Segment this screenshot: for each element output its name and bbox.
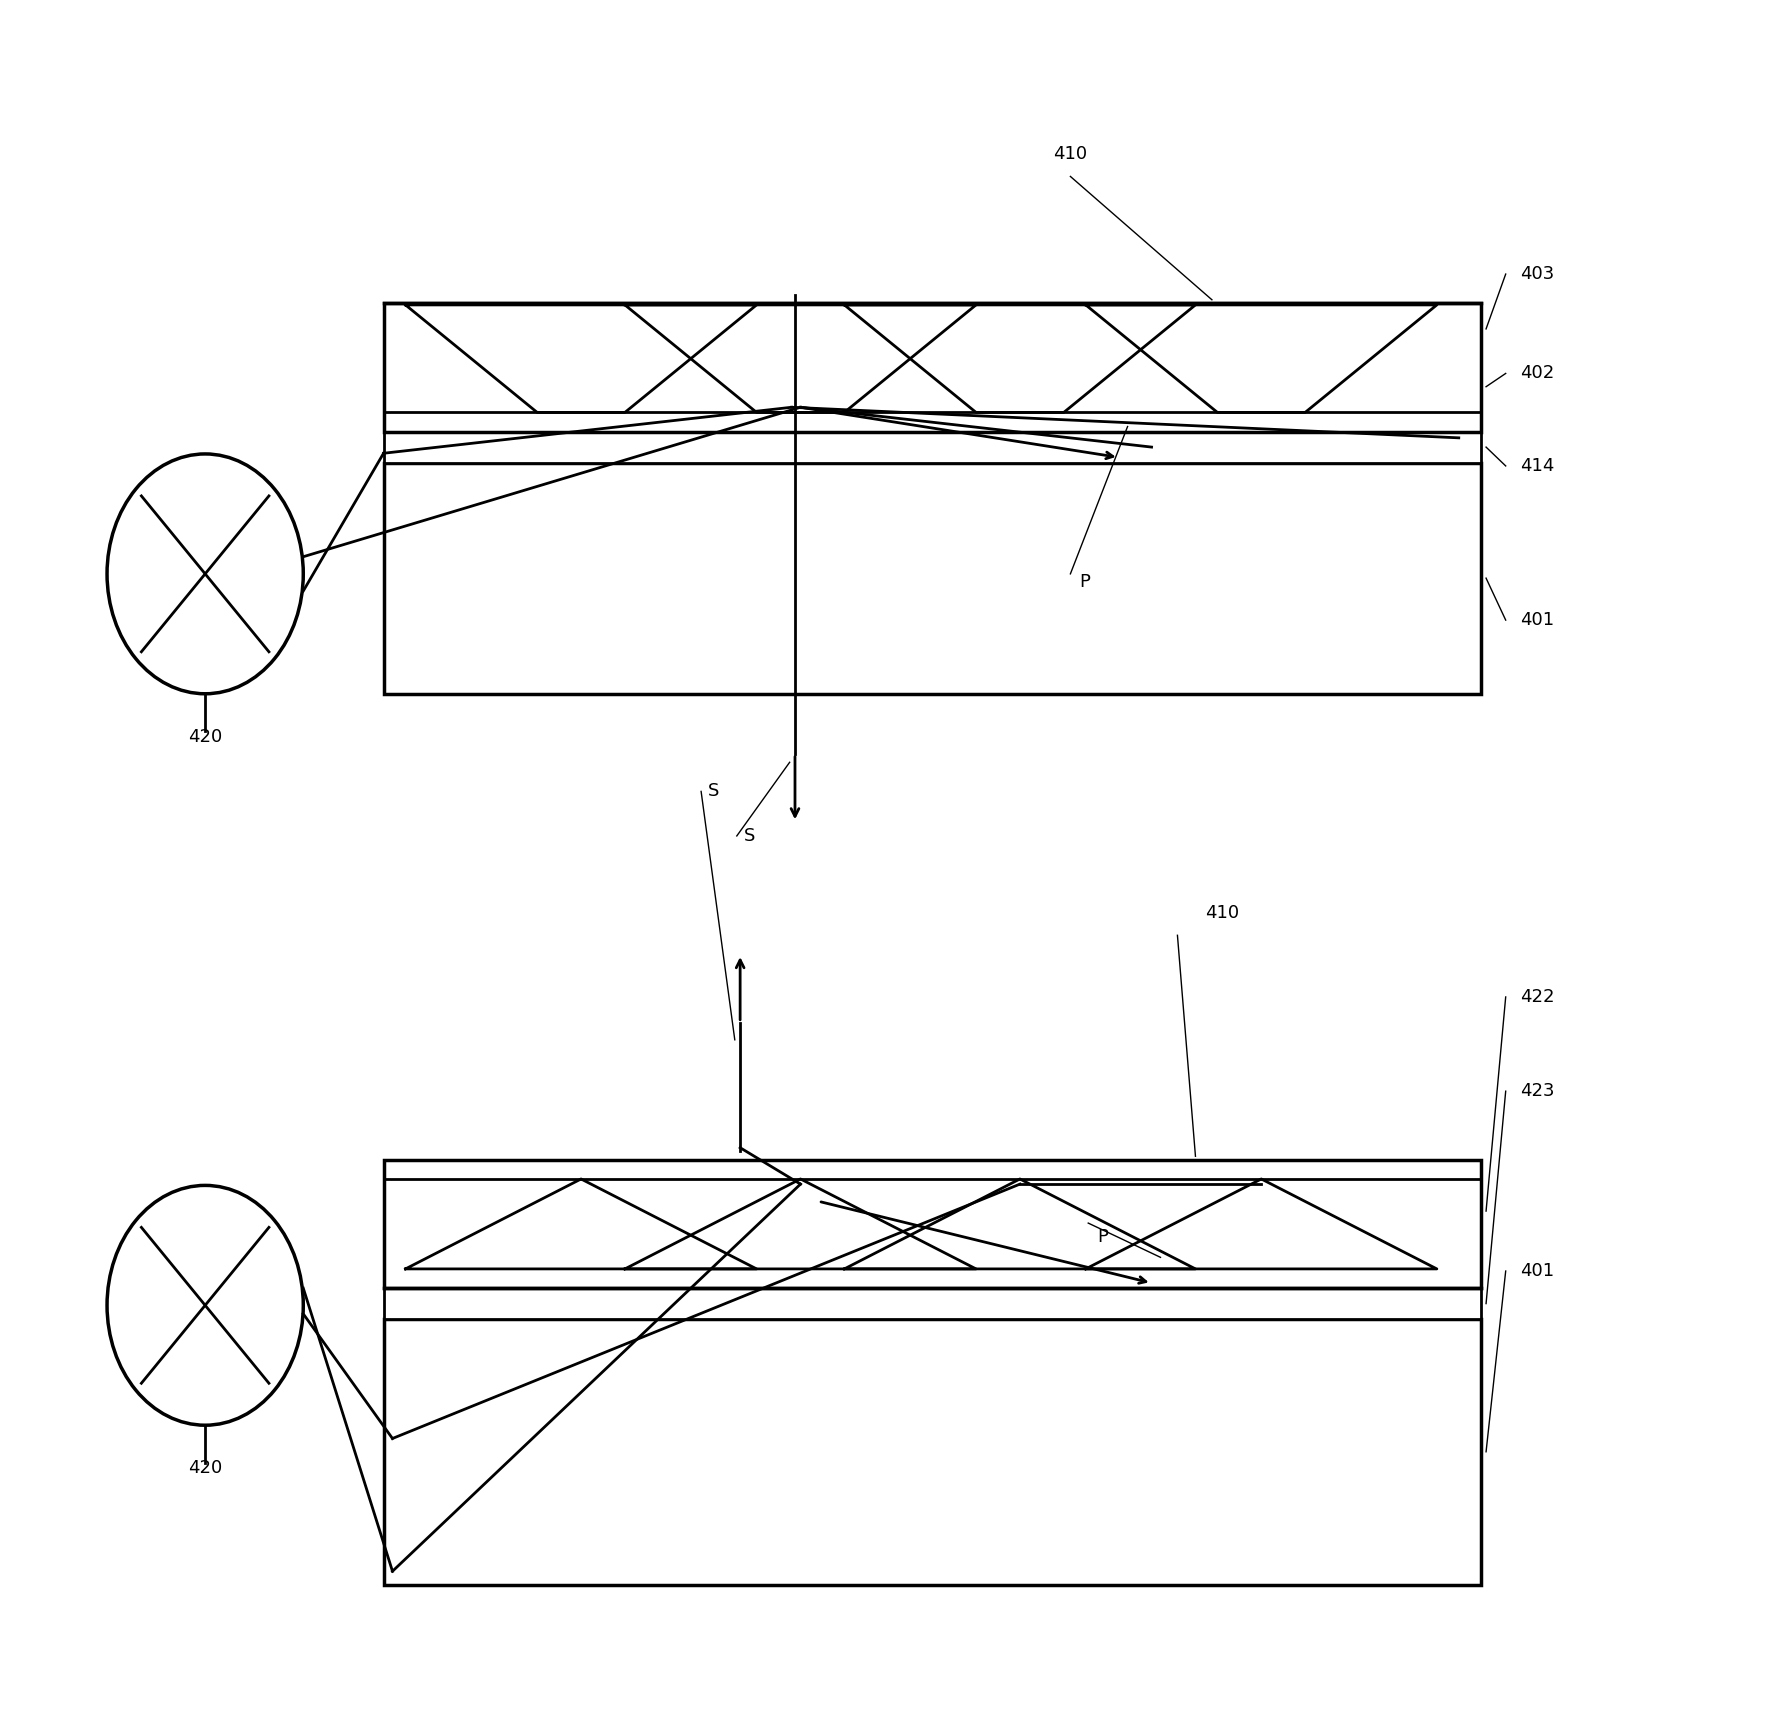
Text: 403: 403 [1520,266,1554,283]
Ellipse shape [107,1185,303,1425]
Text: 410: 410 [1053,144,1088,163]
Bar [384,1288,1481,1319]
Bar [384,1319,1481,1585]
Text: 414: 414 [1520,457,1554,475]
Text: 410: 410 [1204,903,1240,922]
Text: 423: 423 [1520,1083,1554,1100]
Bar [384,463,1481,694]
Bar [384,432,1481,463]
Bar [384,1160,1481,1288]
Text: P: P [1097,1228,1108,1245]
Text: 422: 422 [1520,988,1554,1006]
Bar [384,303,1481,432]
Text: 402: 402 [1520,365,1554,382]
Ellipse shape [107,454,303,694]
Text: 401: 401 [1520,1262,1554,1280]
Text: 401: 401 [1520,612,1554,629]
Text: 420: 420 [187,1459,223,1478]
Text: S: S [708,783,719,800]
Text: P: P [1079,574,1090,591]
Text: S: S [744,827,755,845]
Text: 420: 420 [187,728,223,747]
